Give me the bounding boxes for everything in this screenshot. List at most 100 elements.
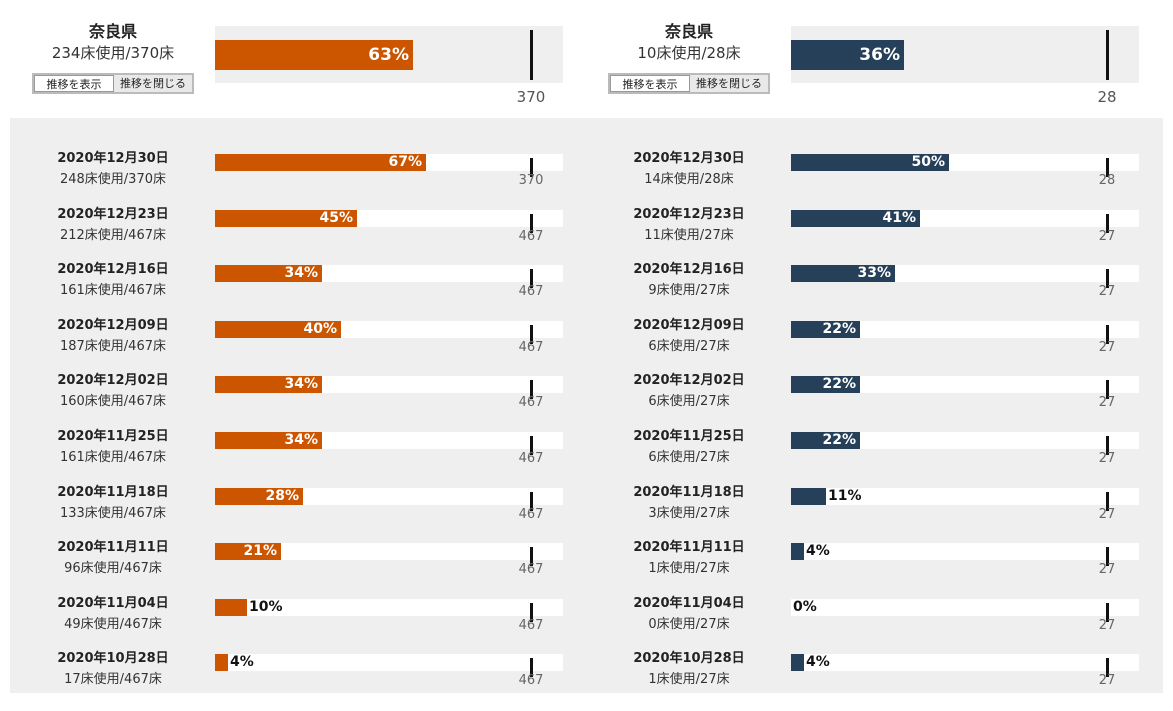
history-percent-label: 40%: [303, 320, 337, 337]
history-bed-count: 187床使用/467床: [59, 338, 166, 354]
history-row: 2020年12月23日 11床使用/27床 41% 27: [576, 203, 1162, 259]
history-bar: [215, 432, 322, 449]
history-bar-track: 10%: [215, 598, 563, 622]
history-percent-label: 21%: [243, 543, 277, 560]
current-percent-label: 36%: [859, 45, 900, 65]
history-row: 2020年12月02日 160床使用/467床 34% 467: [0, 369, 586, 425]
history-row: 2020年12月30日 14床使用/28床 50% 28: [576, 147, 1162, 203]
history-bar: [215, 654, 228, 672]
current-bar-track: 63%: [215, 26, 563, 83]
history-percent-label: 50%: [911, 154, 945, 170]
history-bed-count: 3床使用/27床: [648, 505, 730, 521]
history-bar-track: 4%: [791, 654, 1139, 678]
history-max-line: [530, 324, 533, 344]
history-bar-track: 34%: [215, 432, 563, 455]
history-max-line: [1106, 158, 1109, 177]
history-percent-label: 22%: [822, 432, 856, 448]
history-bar: [791, 154, 949, 171]
history-bar-track: 40%: [215, 320, 563, 344]
history-max-label: 467: [518, 395, 544, 411]
history-bar-track: 11%: [791, 487, 1139, 511]
history-row: 2020年11月04日 0床使用/27床 0% 27: [576, 592, 1162, 648]
history-bar: [791, 487, 826, 505]
history-bar-track: 0%: [791, 598, 1139, 622]
history-max-line: [1106, 269, 1109, 289]
show-history-button[interactable]: 推移を表示: [610, 75, 690, 92]
history-max-label: 27: [1098, 228, 1116, 244]
history-bed-count: 6床使用/27床: [648, 338, 730, 354]
history-max-label: 467: [518, 228, 544, 244]
history-percent-label: 34%: [284, 376, 318, 393]
history-bar: [791, 376, 860, 394]
history-row: 2020年11月18日 133床使用/467床 28% 467: [0, 481, 586, 537]
history-max-line: [1106, 380, 1109, 400]
prefecture-name: 奈良県: [88, 22, 137, 41]
history-row: 2020年12月30日 248床使用/370床 67% 370: [0, 147, 586, 203]
history-percent-label: 33%: [857, 265, 891, 282]
history-max-label: 467: [518, 451, 544, 466]
history-bar-track: 22%: [791, 320, 1139, 344]
history-date: 2020年10月28日: [57, 651, 169, 667]
current-bar-track: 36%: [791, 26, 1139, 83]
history-bed-count: 248床使用/370床: [59, 172, 166, 187]
history-bed-count: 17床使用/467床: [64, 672, 162, 688]
history-percent-label: 4%: [230, 654, 254, 671]
history-bed-count: 0床使用/27床: [648, 616, 730, 632]
history-date: 2020年12月09日: [57, 317, 169, 333]
close-history-button[interactable]: 推移を閉じる: [696, 77, 762, 90]
history-percent-label: 0%: [793, 598, 817, 615]
history-date: 2020年11月04日: [57, 595, 169, 611]
history-row: 2020年11月18日 3床使用/27床 11% 27: [576, 481, 1162, 537]
history-max-line: [530, 602, 533, 622]
history-percent-label: 28%: [265, 487, 299, 504]
history-max-label: 370: [518, 173, 544, 188]
history-max-line: [530, 491, 533, 511]
history-row: 2020年12月16日 9床使用/27床 33% 27: [576, 258, 1162, 314]
history-max-line: [1106, 491, 1109, 511]
history-bed-count: 49床使用/467床: [64, 616, 162, 632]
history-max-label: 467: [518, 506, 544, 522]
history-row: 2020年12月16日 161床使用/467床 34% 467: [0, 258, 586, 314]
history-row: 2020年11月25日 161床使用/467床 34% 467: [0, 425, 586, 481]
history-max-line: [1106, 436, 1109, 455]
current-percent-label: 63%: [368, 45, 409, 65]
history-bed-count: 160床使用/467床: [59, 394, 166, 410]
history-bed-count: 161床使用/467床: [59, 450, 166, 465]
show-history-button[interactable]: 推移を表示: [34, 75, 114, 92]
history-bar: [791, 432, 860, 449]
history-max-line: [1106, 658, 1109, 678]
history-max-line: [530, 213, 533, 233]
history-max-label: 28: [1098, 173, 1116, 188]
history-bar-track: 21%: [215, 543, 563, 567]
history-toggle: 推移を表示 推移を閉じる: [32, 73, 194, 94]
history-bed-count: 96床使用/467床: [64, 561, 162, 577]
history-max-line: [1106, 547, 1109, 567]
history-percent-label: 11%: [828, 487, 862, 504]
history-date: 2020年10月28日: [633, 651, 745, 667]
history-max-line: [530, 658, 533, 678]
history-percent-label: 22%: [822, 376, 856, 393]
close-history-button[interactable]: 推移を閉じる: [120, 77, 186, 90]
history-date: 2020年11月11日: [633, 540, 745, 556]
history-row: 2020年10月28日 17床使用/467床 4% 467: [0, 647, 586, 703]
history-max-line: [1106, 324, 1109, 344]
current-bar: 63%: [215, 40, 413, 70]
history-bar: [215, 543, 281, 561]
history-bar-track: 41%: [791, 209, 1139, 233]
history-max-label: 467: [518, 562, 544, 578]
history-row: 2020年11月11日 96床使用/467床 21% 467: [0, 536, 586, 592]
history-bed-count: 133床使用/467床: [59, 505, 166, 521]
history-max-line: [530, 269, 533, 289]
history-bar-track: 50%: [791, 154, 1139, 177]
history-row: 2020年12月09日 6床使用/27床 22% 27: [576, 314, 1162, 370]
history-bar: [791, 265, 895, 283]
current-max-line: [530, 30, 533, 80]
current-bed-count: 234床使用/370床: [51, 44, 175, 62]
history-bed-count: 212床使用/467床: [59, 227, 166, 243]
current-bar: 36%: [791, 40, 904, 70]
history-bar: [215, 320, 341, 338]
history-bar-track: 67%: [215, 154, 563, 177]
history-bed-count: 11床使用/27床: [644, 227, 734, 243]
history-bed-count: 14床使用/28床: [644, 172, 734, 187]
history-max-label: 27: [1098, 673, 1116, 689]
